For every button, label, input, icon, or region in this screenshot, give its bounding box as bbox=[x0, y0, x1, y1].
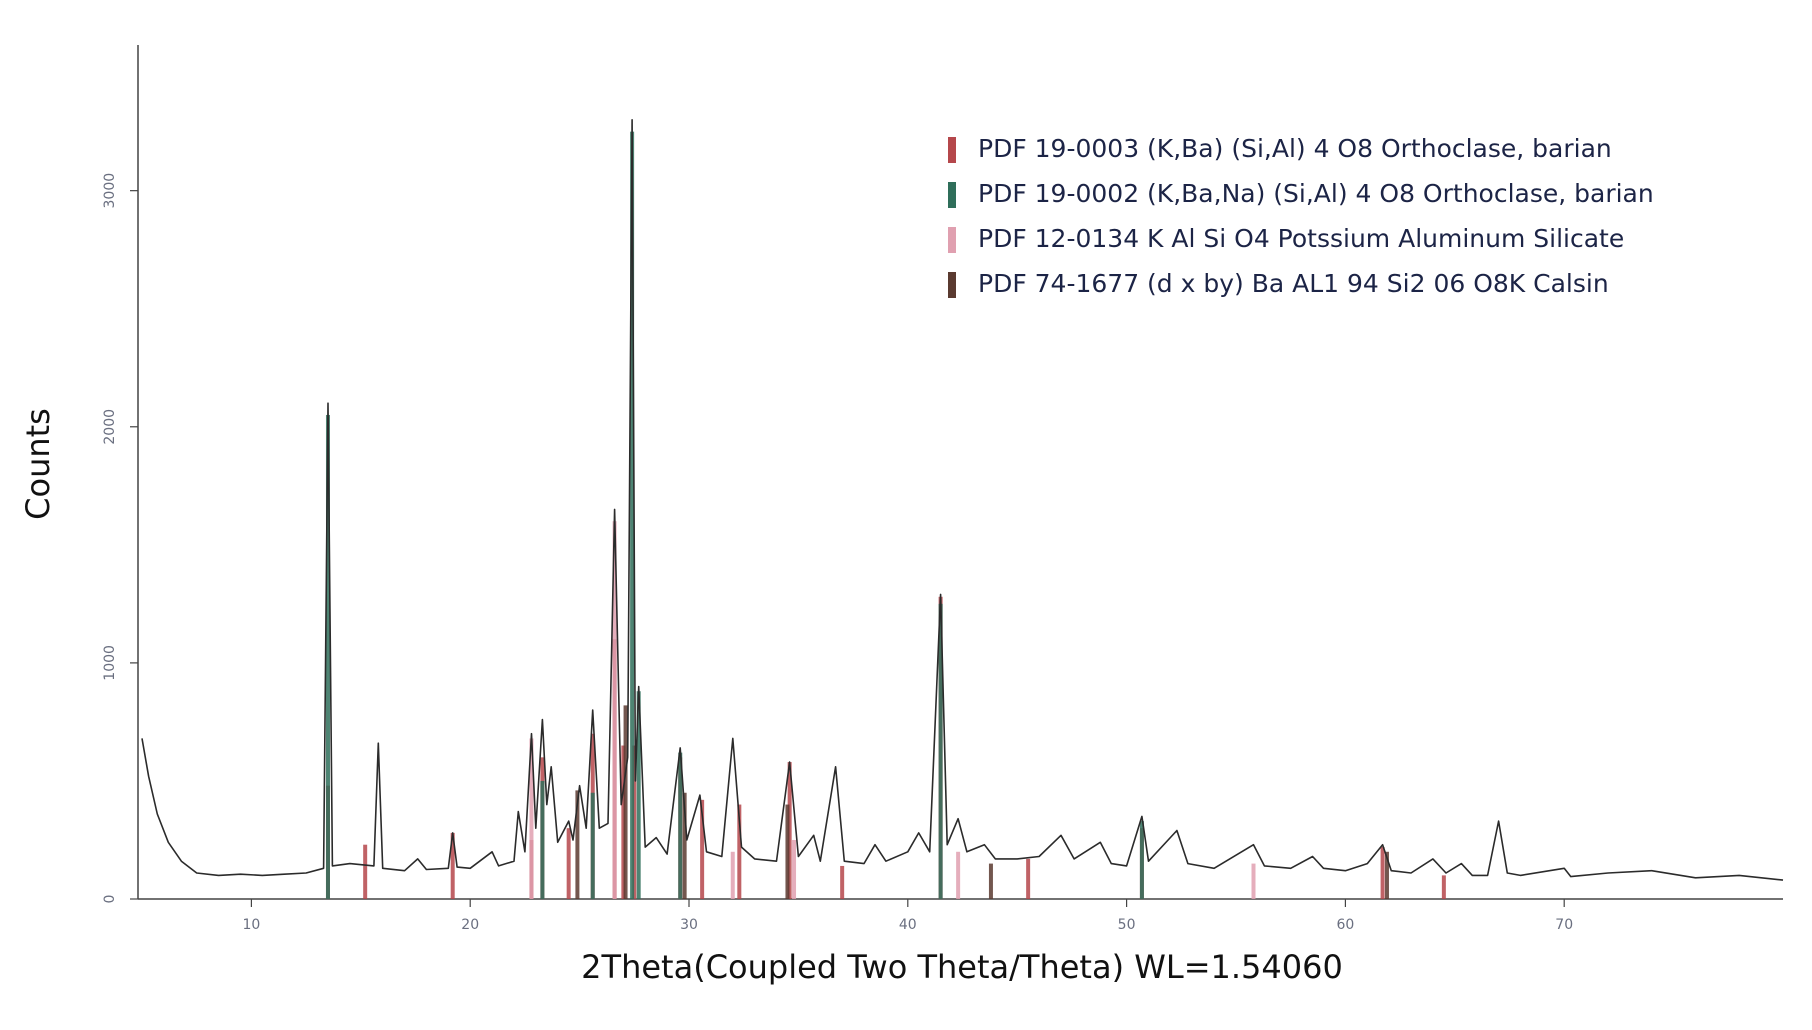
phase-stick bbox=[636, 691, 641, 899]
phase-stick bbox=[1251, 863, 1256, 899]
y-tick-label: 0 bbox=[102, 895, 118, 904]
legend-swatch bbox=[948, 182, 956, 208]
phase-stick bbox=[1380, 847, 1385, 899]
legend-text: PDF 74-1677 (d x by) Ba AL1 94 Si2 06 O8… bbox=[978, 269, 1609, 298]
phase-stick bbox=[1441, 875, 1446, 899]
phase-stick bbox=[737, 804, 742, 899]
phase-stick bbox=[1384, 851, 1389, 899]
x-tick-label: 10 bbox=[242, 917, 260, 933]
phase-stick bbox=[730, 851, 735, 899]
x-axis-label: 2Theta(Coupled Two Theta/Theta) WL=1.540… bbox=[581, 948, 1343, 986]
x-tick-label: 70 bbox=[1555, 917, 1573, 933]
legend-swatch bbox=[948, 137, 956, 163]
phase-stick bbox=[630, 131, 635, 899]
phase-stick bbox=[678, 752, 683, 899]
x-tick-label: 60 bbox=[1336, 917, 1354, 933]
phase-stick bbox=[325, 414, 330, 899]
x-tick-label: 50 bbox=[1118, 917, 1136, 933]
phase-stick bbox=[792, 839, 797, 899]
y-tick-label: 1000 bbox=[102, 645, 118, 681]
phase-stick bbox=[938, 603, 943, 899]
phase-stick bbox=[682, 792, 687, 899]
phase-stick bbox=[450, 832, 455, 899]
y-axis-label: Counts bbox=[19, 408, 57, 520]
phase-stick bbox=[575, 790, 580, 899]
legend-text: PDF 19-0002 (K,Ba,Na) (Si,Al) 4 O8 Ortho… bbox=[978, 179, 1654, 208]
x-tick-label: 40 bbox=[899, 917, 917, 933]
phase-stick bbox=[529, 738, 534, 899]
phase-stick bbox=[623, 705, 628, 899]
phase-stick bbox=[840, 865, 845, 899]
phase-stick bbox=[612, 521, 617, 899]
legend-swatch bbox=[948, 272, 956, 298]
phase-stick bbox=[621, 745, 626, 899]
phase-stick bbox=[363, 844, 368, 899]
pattern-line bbox=[141, 119, 1784, 881]
y-tick-label: 2000 bbox=[102, 409, 118, 445]
phase-stick bbox=[632, 745, 637, 899]
phase-stick bbox=[566, 828, 571, 899]
phase-stick bbox=[988, 863, 993, 899]
phase-stick bbox=[540, 780, 545, 899]
phase-stick bbox=[590, 792, 595, 899]
legend-swatch bbox=[948, 227, 956, 253]
phase-stick bbox=[1139, 821, 1144, 899]
phase-stick bbox=[1026, 858, 1031, 899]
x-tick-label: 30 bbox=[680, 917, 698, 933]
x-tick-label: 20 bbox=[461, 917, 479, 933]
legend-text: PDF 12-0134 K Al Si O4 Potssium Aluminum… bbox=[978, 224, 1624, 253]
y-tick-label: 3000 bbox=[102, 173, 118, 209]
legend-text: PDF 19-0003 (K,Ba) (Si,Al) 4 O8 Orthocla… bbox=[978, 134, 1612, 163]
phase-stick bbox=[956, 851, 961, 899]
phase-stick bbox=[787, 762, 792, 899]
phase-stick bbox=[700, 799, 705, 899]
phase-stick bbox=[785, 804, 790, 899]
